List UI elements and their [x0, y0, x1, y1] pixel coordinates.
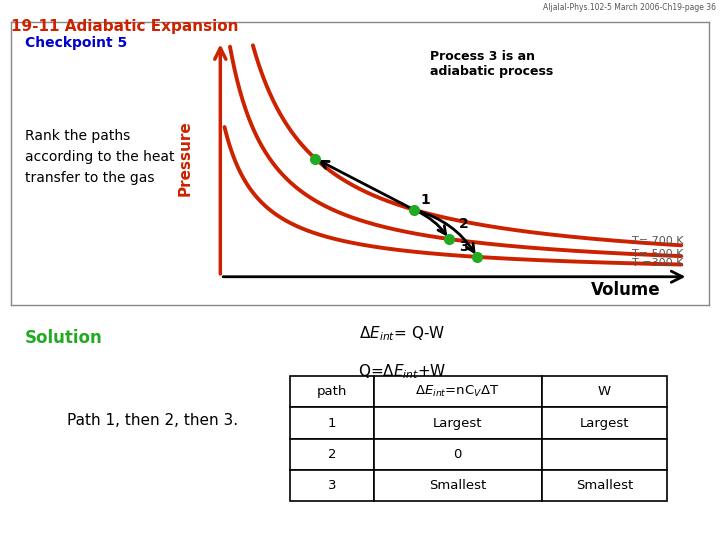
Text: 2: 2	[459, 217, 469, 231]
Text: Checkpoint 5: Checkpoint 5	[24, 36, 127, 50]
Bar	[541, 407, 667, 438]
Bar	[290, 407, 374, 438]
Text: Smallest: Smallest	[429, 480, 487, 492]
Text: T =300 K: T =300 K	[632, 258, 683, 268]
Bar	[374, 470, 541, 502]
Text: Largest: Largest	[433, 416, 482, 429]
Text: Smallest: Smallest	[576, 480, 633, 492]
Bar	[374, 407, 541, 438]
Text: 3: 3	[328, 480, 336, 492]
Text: 1: 1	[420, 193, 431, 207]
Text: Path 1, then 2, then 3.: Path 1, then 2, then 3.	[67, 413, 238, 428]
Text: $\Delta E_{int}$= Q-W: $\Delta E_{int}$= Q-W	[359, 325, 445, 343]
Text: Aljalal-Phys.102-5 March 2006-Ch19-page 36: Aljalal-Phys.102-5 March 2006-Ch19-page …	[544, 3, 716, 12]
Bar	[290, 438, 374, 470]
Text: path: path	[317, 385, 347, 398]
Text: Pressure: Pressure	[178, 120, 193, 195]
Bar	[541, 470, 667, 502]
Text: Solution: Solution	[24, 329, 102, 347]
Bar	[541, 376, 667, 407]
Text: Volume: Volume	[590, 281, 660, 299]
Text: Q=$\Delta E_{int}$+W: Q=$\Delta E_{int}$+W	[358, 362, 446, 381]
Text: Rank the paths
according to the heat
transfer to the gas: Rank the paths according to the heat tra…	[24, 129, 174, 185]
Text: W: W	[598, 385, 611, 398]
Text: 1: 1	[328, 416, 336, 429]
Text: $\Delta E_{int}$=nC$_V\Delta$T: $\Delta E_{int}$=nC$_V\Delta$T	[415, 384, 500, 399]
Text: T= 700 K: T= 700 K	[632, 237, 683, 246]
Bar	[290, 470, 374, 502]
Text: Largest: Largest	[580, 416, 629, 429]
Bar	[541, 438, 667, 470]
Text: Process 3 is an
adiabatic process: Process 3 is an adiabatic process	[430, 50, 553, 78]
Bar	[290, 376, 374, 407]
Text: 19-11 Adiabatic Expansion: 19-11 Adiabatic Expansion	[11, 19, 238, 34]
Bar	[374, 376, 541, 407]
Text: 3: 3	[459, 240, 469, 254]
Text: T= 500 K: T= 500 K	[632, 248, 683, 259]
Text: 0: 0	[454, 448, 462, 461]
Text: 2: 2	[328, 448, 336, 461]
Bar	[374, 438, 541, 470]
